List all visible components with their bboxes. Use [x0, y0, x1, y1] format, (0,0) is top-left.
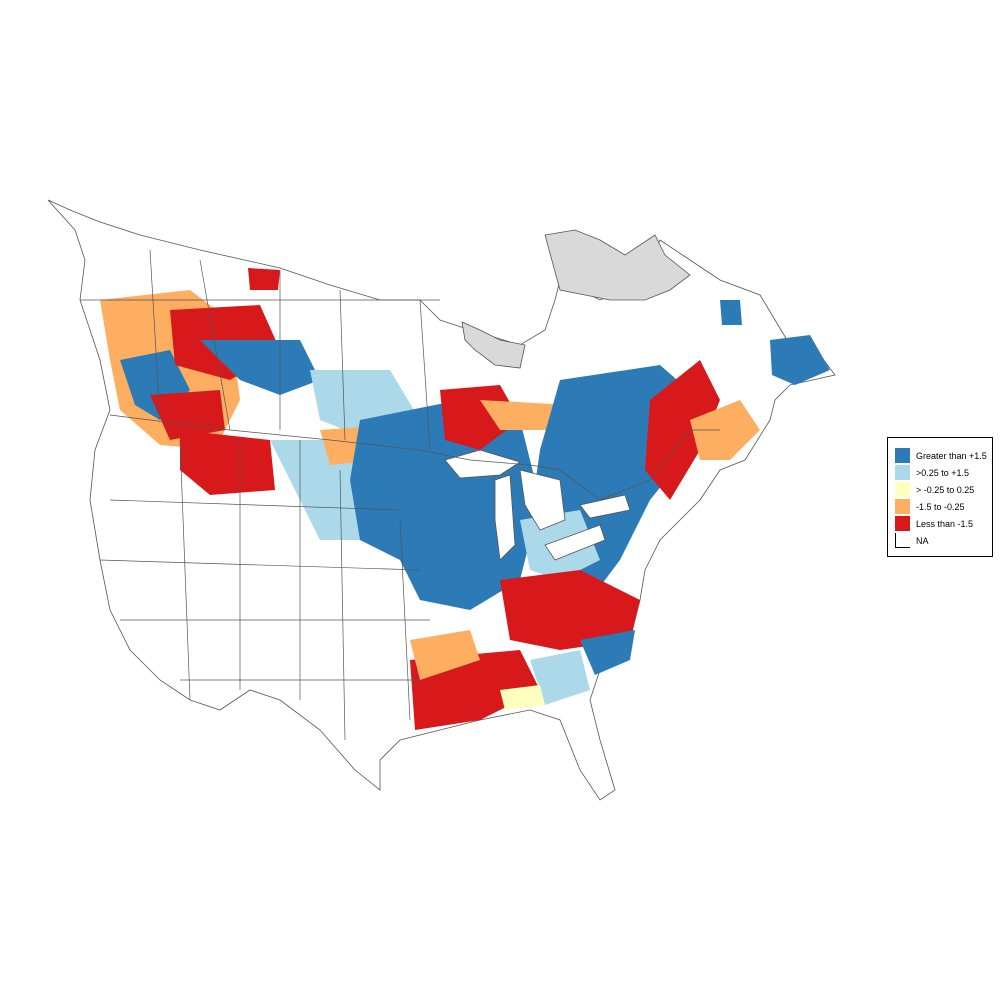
no-data-region-quebec: [544, 229, 691, 301]
legend-label: > -0.25 to 0.25: [916, 484, 975, 495]
patch-red-west3: [180, 430, 275, 495]
patch-blue-carolina: [580, 630, 635, 675]
patch-red-southeast: [500, 570, 640, 650]
patch-orange-maritime: [690, 400, 760, 460]
no-data-region-hudson: [461, 321, 526, 369]
legend-swatch: [895, 482, 910, 497]
patch-orange-south: [410, 630, 480, 680]
province-line-1: [149, 249, 161, 421]
legend-label: Less than -1.5: [916, 518, 974, 529]
province-line-5: [419, 299, 431, 451]
patch-yellow-south: [500, 685, 545, 710]
legend-item: > -0.25 to 0.25: [895, 481, 992, 498]
lake-erie: [544, 524, 606, 561]
state-line-2: [99, 559, 421, 571]
legend-item: Greater than +1.5: [895, 447, 992, 464]
legend-item: Less than -1.5: [895, 515, 992, 532]
patch-lightblue-south: [530, 650, 590, 705]
legend-item: -1.5 to -0.25: [895, 498, 992, 515]
patch-blue-central: [350, 400, 540, 610]
province-line-4: [339, 289, 346, 441]
political-boundaries: [80, 249, 720, 741]
legend-label: Greater than +1.5: [916, 450, 987, 461]
legend-swatch: [895, 448, 910, 463]
state-line-1: [109, 499, 401, 511]
legend-swatch: [895, 499, 910, 514]
lake-superior: [444, 449, 521, 479]
patch-blue-newfoundland: [770, 335, 830, 385]
lake-huron: [519, 469, 566, 531]
legend-item: NA: [895, 532, 992, 549]
legend-swatch-na: [895, 533, 910, 548]
legend-swatch: [895, 516, 910, 531]
state-line-8: [339, 469, 346, 741]
lake-michigan: [494, 474, 516, 561]
patch-orange-ontario: [480, 400, 570, 430]
great-lakes: [444, 449, 631, 561]
legend-label: NA: [916, 535, 929, 546]
patch-blue-prairie: [200, 340, 320, 395]
lake-ontario: [579, 494, 631, 519]
province-line-2: [199, 259, 231, 431]
map-legend: Greater than +1.5 >0.25 to +1.5 > -0.25 …: [887, 437, 993, 557]
legend-label: -1.5 to -0.25: [916, 501, 965, 512]
state-line-5: [179, 439, 191, 701]
legend-swatch: [895, 465, 910, 480]
legend-label: >0.25 to +1.5: [916, 467, 970, 478]
patch-red-west2: [150, 390, 225, 440]
patch-red-maritime: [645, 360, 720, 500]
legend-item: >0.25 to +1.5: [895, 464, 992, 481]
patch-red-north: [248, 268, 280, 290]
data-patches: [100, 268, 830, 730]
patch-blue-labrador: [720, 300, 742, 325]
state-line-9: [399, 519, 411, 721]
us-canada-border: [109, 414, 720, 501]
